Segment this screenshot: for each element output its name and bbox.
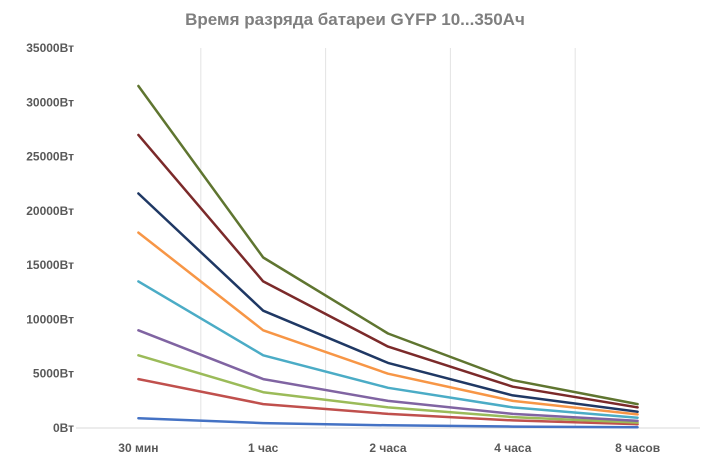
- series-line-6: [137, 231, 639, 416]
- series-line-3: [137, 354, 639, 424]
- series-line-9: [137, 84, 639, 406]
- x-tick-label: 1 час: [248, 441, 279, 455]
- y-tick-label: 30000Вт: [26, 95, 74, 109]
- y-tick-label: 0Вт: [53, 421, 74, 435]
- series-line-8: [137, 133, 639, 409]
- x-tick-label: 30 мин: [118, 441, 158, 455]
- y-tick-label: 35000Вт: [26, 41, 74, 55]
- x-tick-label: 4 часа: [494, 441, 531, 455]
- x-tick-label: 8 часов: [615, 441, 660, 455]
- series-line-2: [137, 377, 639, 426]
- x-tick-label: 2 часа: [369, 441, 406, 455]
- y-tick-label: 5000Вт: [33, 367, 74, 381]
- y-tick-label: 25000Вт: [26, 150, 74, 164]
- y-tick-label: 10000Вт: [26, 312, 74, 326]
- series-line-1: [137, 416, 639, 429]
- y-tick-label: 20000Вт: [26, 204, 74, 218]
- series-line-7: [137, 192, 639, 413]
- y-tick-label: 15000Вт: [26, 258, 74, 272]
- series-line-4: [137, 329, 639, 423]
- series-line-5: [137, 280, 639, 419]
- chart-title: Время разряда батареи GYFP 10...350Ач: [185, 10, 525, 29]
